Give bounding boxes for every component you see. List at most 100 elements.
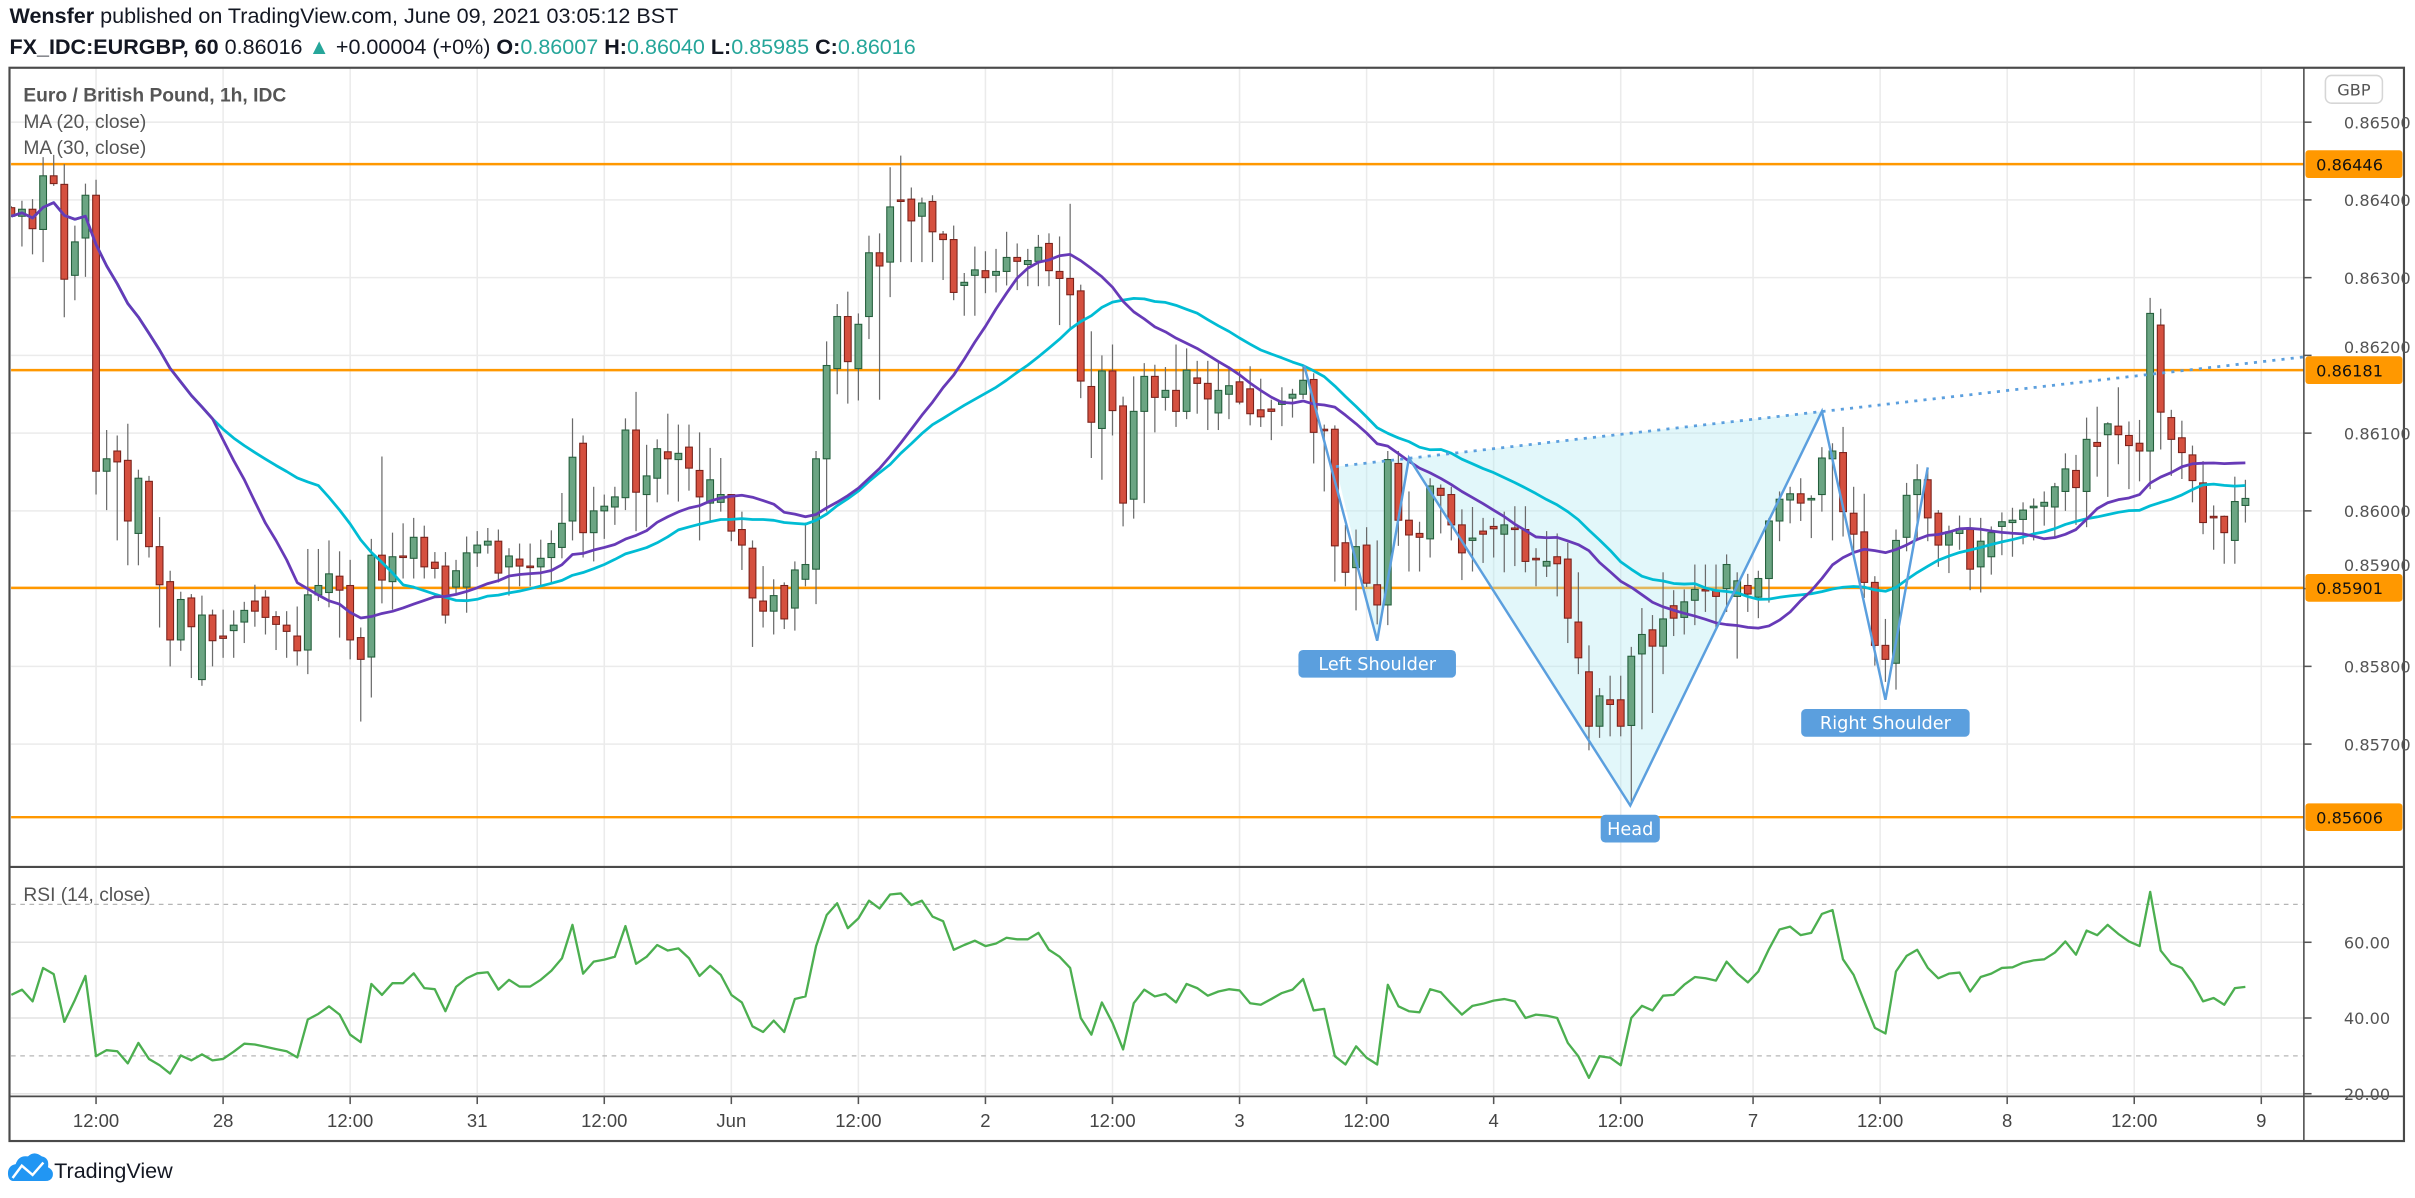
- candle-body: [1510, 527, 1519, 531]
- time-axis[interactable]: 12:00 28 12:00 31 12:00 Jun 12:00 2 12:00 3 12:00 4…: [73, 1096, 2266, 1131]
- candle-up: [536, 539, 545, 586]
- candle-up: [1500, 511, 1509, 573]
- candle-up: [557, 492, 566, 559]
- author-name[interactable]: Wensfer: [10, 3, 95, 28]
- candle-up: [600, 494, 609, 539]
- candle-down: [282, 611, 291, 658]
- candle-body: [737, 528, 746, 546]
- candle-down: [1013, 243, 1022, 291]
- pattern-zigzag-line[interactable]: [1302, 365, 1929, 809]
- candle-body: [1870, 581, 1879, 646]
- ma20-legend[interactable]: MA (20, close): [23, 112, 146, 133]
- ma30-legend[interactable]: MA (30, close): [23, 138, 146, 159]
- candle-body: [1097, 370, 1106, 430]
- candle-body: [113, 450, 122, 463]
- badge-background: [2305, 356, 2403, 385]
- candle-up: [1097, 355, 1106, 480]
- candle-down: [1532, 548, 1540, 587]
- pattern-label[interactable]: Head: [1600, 814, 1660, 843]
- candle-down: [2072, 454, 2080, 525]
- candle-body: [325, 573, 333, 594]
- candle-body: [1383, 459, 1392, 606]
- pattern-lines[interactable]: [1302, 355, 2304, 809]
- candle-down: [166, 570, 175, 667]
- price-tick-label: 0.86500: [2344, 113, 2411, 132]
- candle-up: [1140, 363, 1149, 504]
- label-text: Right Shoulder: [1820, 714, 1952, 734]
- candle-down: [632, 391, 640, 532]
- candle-body: [1373, 584, 1382, 606]
- candle-body: [939, 233, 948, 241]
- candle-up: [367, 538, 376, 698]
- close-value: 0.86016: [838, 34, 916, 59]
- candle-body: [70, 241, 79, 276]
- candle-body: [536, 557, 545, 568]
- candle-body: [854, 323, 863, 370]
- ma20-line[interactable]: [11, 201, 2246, 630]
- candle-down: [896, 155, 905, 263]
- candle-down: [579, 435, 588, 558]
- candle-down: [123, 423, 132, 566]
- candle-body: [1616, 699, 1625, 727]
- candle-body: [1743, 584, 1752, 595]
- rsi-axis[interactable]: 60.00 40.00 20.00: [2303, 933, 2390, 1104]
- candle-down: [1309, 373, 1318, 464]
- ma30-line[interactable]: [11, 201, 2246, 603]
- candle-body: [409, 536, 418, 559]
- price-level-badge[interactable]: 0.86446: [2305, 150, 2403, 179]
- candle-down: [187, 594, 196, 679]
- candle-body: [632, 429, 640, 493]
- candle-up: [801, 522, 810, 587]
- candle-down: [737, 511, 746, 570]
- rsi-legend[interactable]: RSI (14, close): [23, 885, 150, 906]
- candle-down: [1341, 524, 1350, 587]
- candle-body: [1892, 539, 1900, 664]
- price-axis[interactable]: 0.86500 0.86400 0.86300 0.86200 0.86100 0.860…: [2303, 113, 2411, 832]
- badge-background: [2305, 150, 2403, 179]
- candle-body: [769, 595, 778, 612]
- candle-body: [1405, 519, 1413, 536]
- candle-body: [2050, 486, 2059, 508]
- candle-body: [1479, 530, 1488, 535]
- candle-down: [1616, 675, 1625, 737]
- candle-down: [1574, 572, 1583, 675]
- candle-up: [325, 540, 333, 608]
- time-tick-label: Jun: [716, 1110, 746, 1131]
- pattern-label[interactable]: Right Shoulder: [1801, 709, 1970, 737]
- candle-body: [2125, 434, 2133, 447]
- rsi-line[interactable]: [11, 890, 2246, 1080]
- price-level-badge[interactable]: 0.85606: [2305, 803, 2403, 832]
- candle-body: [1087, 385, 1096, 423]
- tradingview-logo[interactable]: TradingView: [7, 1153, 173, 1183]
- candle-body: [568, 456, 577, 522]
- label-text: Left Shoulder: [1318, 655, 1436, 675]
- candle-body: [748, 547, 757, 599]
- candle-down: [1489, 517, 1498, 558]
- candle-body: [1214, 389, 1223, 414]
- candle-body: [1140, 375, 1149, 412]
- currency-button[interactable]: GBP: [2324, 74, 2384, 104]
- candle-body: [1648, 629, 1657, 647]
- candle-body: [1754, 577, 1763, 598]
- price-level-badge[interactable]: 0.85901: [2305, 573, 2403, 602]
- rsi-tick-label: 20.00: [2344, 1085, 2390, 1104]
- candle-body: [1119, 405, 1128, 504]
- candle-down: [1563, 542, 1572, 644]
- price-level-badge[interactable]: 0.86181: [2305, 356, 2403, 385]
- candle-down: [685, 424, 693, 491]
- candle-body: [187, 597, 196, 628]
- candle-up: [769, 579, 778, 635]
- candle-down: [1606, 675, 1615, 737]
- candle-down: [843, 291, 852, 404]
- candle-down: [515, 543, 524, 587]
- candle-body: [1553, 556, 1562, 565]
- price-tick-label: 0.86200: [2344, 338, 2411, 357]
- candle-up: [2103, 422, 2112, 497]
- symbol-legend[interactable]: Euro / British Pound, 1h, IDC: [23, 86, 286, 107]
- pattern-label[interactable]: Left Shoulder: [1298, 649, 1456, 678]
- candle-up: [1765, 517, 1773, 603]
- candle-down: [293, 606, 302, 666]
- time-tick-label: 12:00: [835, 1110, 881, 1131]
- candle-down: [335, 551, 344, 638]
- candle-body: [102, 458, 111, 472]
